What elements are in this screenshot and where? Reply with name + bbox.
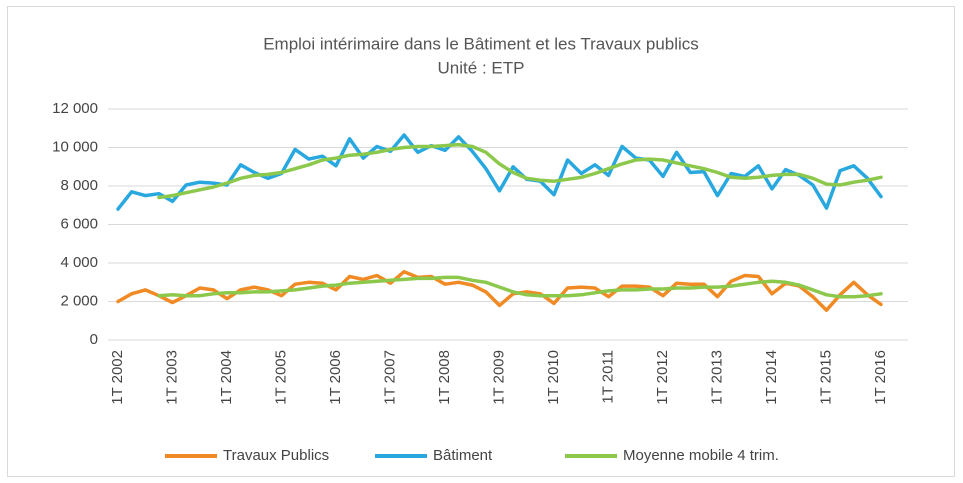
x-tick-label: 1T 2007 (381, 350, 398, 405)
chart-frame (7, 6, 955, 477)
legend-label: Moyenne mobile 4 trim. (623, 447, 779, 464)
x-tick-label: 1T 2016 (872, 350, 889, 405)
x-tick-label: 1T 2013 (708, 350, 725, 405)
x-tick-label: 1T 2014 (763, 350, 780, 405)
x-tick-label: 1T 2012 (654, 350, 671, 405)
series-line (157, 275, 883, 299)
x-tick-label: 1T 2005 (272, 350, 289, 405)
y-tick-label: 10 000 (52, 138, 98, 155)
x-tick-label: 1T 2002 (109, 350, 126, 405)
x-tick-label: 1T 2009 (490, 350, 507, 405)
chart-subtitle: Unité : ETP (438, 58, 525, 77)
series-line (157, 142, 883, 200)
y-tick-label: 12 000 (52, 100, 98, 117)
legend-label: Bâtiment (433, 447, 493, 464)
y-tick-label: 0 (90, 331, 98, 348)
y-tick-label: 4 000 (60, 254, 98, 271)
x-tick-label: 1T 2008 (436, 350, 453, 405)
y-tick-label: 6 000 (60, 215, 98, 232)
y-tick-label: 2 000 (60, 292, 98, 309)
x-tick-label: 1T 2004 (218, 350, 235, 405)
series-line (116, 133, 883, 211)
x-tick-label: 1T 2011 (599, 350, 616, 404)
x-tick-label: 1T 2006 (327, 350, 344, 405)
y-tick-label: 8 000 (60, 177, 98, 194)
x-tick-label: 1T 2015 (817, 350, 834, 405)
legend-label: Travaux Publics (223, 447, 329, 464)
x-tick-label: 1T 2003 (163, 350, 180, 405)
series-line (116, 269, 883, 312)
x-tick-label: 1T 2010 (545, 350, 562, 405)
chart-title: Emploi intérimaire dans le Bâtiment et l… (263, 34, 699, 53)
